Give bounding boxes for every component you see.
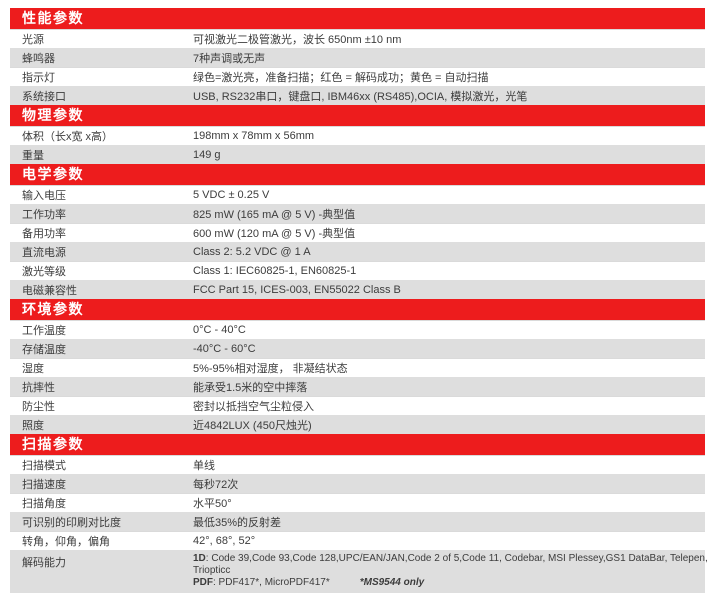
row-label: 蜂鸣器 xyxy=(22,52,55,65)
table-row: 蜂鸣器 7种声调或无声 xyxy=(10,48,705,67)
row-value: 42°, 68°, 52° xyxy=(193,535,256,547)
section-rows: 输入电压 5 VDC ± 0.25 V 工作功率 825 mW (165 mA … xyxy=(10,185,705,299)
decode-segment: : Code 39,Code 93,Code 128,UPC/EAN/JAN,C… xyxy=(205,553,708,564)
row-value: Class 1: IEC60825-1, EN60825-1 xyxy=(193,265,357,277)
table-row: 工作温度 0°C - 40°C xyxy=(10,320,705,339)
row-value: 可视激光二极管激光，波长 650nm ±10 nm xyxy=(193,34,402,46)
decode-segment: Triopticc xyxy=(193,565,231,576)
section-header: 电学参数 xyxy=(10,164,705,185)
section-header: 环境参数 xyxy=(10,299,705,320)
row-value: 5%-95%相对湿度， 非凝结状态 xyxy=(193,363,348,375)
row-label: 工作功率 xyxy=(22,208,66,221)
row-value: 7种声调或无声 xyxy=(193,52,266,65)
spec-sheet: 性能参数 光源 可视激光二极管激光，波长 650nm ±10 nm 蜂鸣器 7种… xyxy=(10,8,708,593)
row-label: 激光等级 xyxy=(22,266,66,278)
row-value: 近4842LUX (450尺烛光) xyxy=(193,419,312,432)
row-value: 0°C - 40°C xyxy=(193,324,246,336)
row-value: 密封以抵挡空气尘粒侵入 xyxy=(193,401,314,413)
row-value: 600 mW (120 mA @ 5 V) -典型值 xyxy=(193,228,356,240)
spec-section: 性能参数 光源 可视激光二极管激光，波长 650nm ±10 nm 蜂鸣器 7种… xyxy=(10,8,705,105)
decode-segment: : PDF417*, MicroPDF417* xyxy=(213,577,330,588)
table-row: 扫描模式 单线 xyxy=(10,455,705,474)
section-header: 物理参数 xyxy=(10,105,705,126)
table-row: 湿度 5%-95%相对湿度， 非凝结状态 xyxy=(10,358,705,377)
table-row: 解码能力 1D: Code 39,Code 93,Code 128,UPC/EA… xyxy=(10,550,708,593)
row-label: 体积（长x宽 x高） xyxy=(22,131,114,143)
row-value: 149 g xyxy=(193,148,221,161)
table-row: 工作功率 825 mW (165 mA @ 5 V) -典型值 xyxy=(10,204,705,223)
row-label: 工作温度 xyxy=(22,325,66,337)
row-label: 系统接口 xyxy=(22,90,66,103)
row-label: 可识别的印刷对比度 xyxy=(22,516,121,529)
table-row: 重量 149 g xyxy=(10,145,705,164)
table-row: 抗摔性 能承受1.5米的空中摔落 xyxy=(10,377,705,396)
row-value: 1D: Code 39,Code 93,Code 128,UPC/EAN/JAN… xyxy=(193,553,714,589)
table-row: 系统接口 USB, RS232串口，键盘口, IBM46xx (RS485),O… xyxy=(10,86,705,105)
decode-segment: PDF xyxy=(193,577,213,588)
table-row: 体积（长x宽 x高） 198mm x 78mm x 56mm xyxy=(10,126,705,145)
row-value: 水平50° xyxy=(193,498,232,510)
table-row: 扫描速度 每秒72次 xyxy=(10,474,705,493)
section-rows: 体积（长x宽 x高） 198mm x 78mm x 56mm 重量 149 g xyxy=(10,126,705,164)
spec-section: 物理参数 体积（长x宽 x高） 198mm x 78mm x 56mm 重量 1… xyxy=(10,105,705,164)
row-label: 存储温度 xyxy=(22,343,66,356)
row-label: 光源 xyxy=(22,34,44,46)
row-label: 照度 xyxy=(22,419,44,432)
row-label: 重量 xyxy=(22,149,44,162)
section-header: 性能参数 xyxy=(10,8,705,29)
row-label: 电磁兼容性 xyxy=(22,284,77,297)
decode-line: 1D: Code 39,Code 93,Code 128,UPC/EAN/JAN… xyxy=(193,553,708,565)
table-row: 指示灯 绿色=激光亮，准备扫描；红色 = 解码成功；黄色 = 自动扫描 xyxy=(10,67,705,86)
table-row: 直流电源 Class 2: 5.2 VDC @ 1 A xyxy=(10,242,705,261)
table-row: 激光等级 Class 1: IEC60825-1, EN60825-1 xyxy=(10,261,705,280)
spec-section: 环境参数 工作温度 0°C - 40°C 存储温度 -40°C - 60°C 湿… xyxy=(10,299,705,434)
row-label: 备用功率 xyxy=(22,228,66,240)
table-row: 电磁兼容性 FCC Part 15, ICES-003, EN55022 Cla… xyxy=(10,280,705,299)
row-label: 湿度 xyxy=(22,363,44,375)
row-value: 最低35%的反射差 xyxy=(193,516,282,529)
row-value: FCC Part 15, ICES-003, EN55022 Class B xyxy=(193,283,401,296)
decode-line: Triopticc xyxy=(193,565,708,577)
table-row: 可识别的印刷对比度 最低35%的反射差 xyxy=(10,512,705,531)
section-header: 扫描参数 xyxy=(10,434,705,455)
row-value: 单线 xyxy=(193,460,215,472)
table-row: 防尘性 密封以抵挡空气尘粒侵入 xyxy=(10,396,705,415)
row-label: 防尘性 xyxy=(22,401,55,413)
table-row: 输入电压 5 VDC ± 0.25 V xyxy=(10,185,705,204)
spec-section: 扫描参数 扫描模式 单线 扫描速度 每秒72次 扫描角度 水平50° 可识别的印… xyxy=(10,434,708,593)
row-label: 扫描模式 xyxy=(22,460,66,472)
table-row: 备用功率 600 mW (120 mA @ 5 V) -典型值 xyxy=(10,223,705,242)
row-value: 198mm x 78mm x 56mm xyxy=(193,130,315,142)
decode-segment: 1D xyxy=(193,553,206,564)
spec-section: 电学参数 输入电压 5 VDC ± 0.25 V 工作功率 825 mW (16… xyxy=(10,164,705,299)
table-row: 照度 近4842LUX (450尺烛光) xyxy=(10,415,705,434)
row-label: 抗摔性 xyxy=(22,381,55,394)
row-value: 能承受1.5米的空中摔落 xyxy=(193,381,308,394)
row-value: 5 VDC ± 0.25 V xyxy=(193,189,270,201)
row-label: 扫描角度 xyxy=(22,498,66,510)
table-row: 转角，仰角，偏角 42°, 68°, 52° xyxy=(10,531,705,550)
section-rows: 扫描模式 单线 扫描速度 每秒72次 扫描角度 水平50° 可识别的印刷对比度 … xyxy=(10,455,708,593)
table-row: 扫描角度 水平50° xyxy=(10,493,705,512)
row-value: -40°C - 60°C xyxy=(193,342,256,355)
row-value: Class 2: 5.2 VDC @ 1 A xyxy=(193,245,311,258)
table-row: 存储温度 -40°C - 60°C xyxy=(10,339,705,358)
row-label: 转角，仰角，偏角 xyxy=(22,536,110,548)
row-label: 指示灯 xyxy=(22,72,55,84)
row-value: 绿色=激光亮，准备扫描；红色 = 解码成功；黄色 = 自动扫描 xyxy=(193,72,489,84)
row-value: 825 mW (165 mA @ 5 V) -典型值 xyxy=(193,208,356,221)
row-label: 输入电压 xyxy=(22,190,66,202)
section-rows: 工作温度 0°C - 40°C 存储温度 -40°C - 60°C 湿度 5%-… xyxy=(10,320,705,434)
row-value: USB, RS232串口，键盘口, IBM46xx (RS485),OCIA, … xyxy=(193,90,528,103)
row-label: 解码能力 xyxy=(22,557,66,569)
row-label: 直流电源 xyxy=(22,246,66,259)
row-value: 每秒72次 xyxy=(193,478,239,491)
row-label: 扫描速度 xyxy=(22,478,66,491)
decode-line: PDF: PDF417*, MicroPDF417* *MS9544 only xyxy=(193,577,708,589)
decode-segment: *MS9544 only xyxy=(359,577,425,588)
table-row: 光源 可视激光二极管激光，波长 650nm ±10 nm xyxy=(10,29,705,48)
section-rows: 光源 可视激光二极管激光，波长 650nm ±10 nm 蜂鸣器 7种声调或无声… xyxy=(10,29,705,105)
